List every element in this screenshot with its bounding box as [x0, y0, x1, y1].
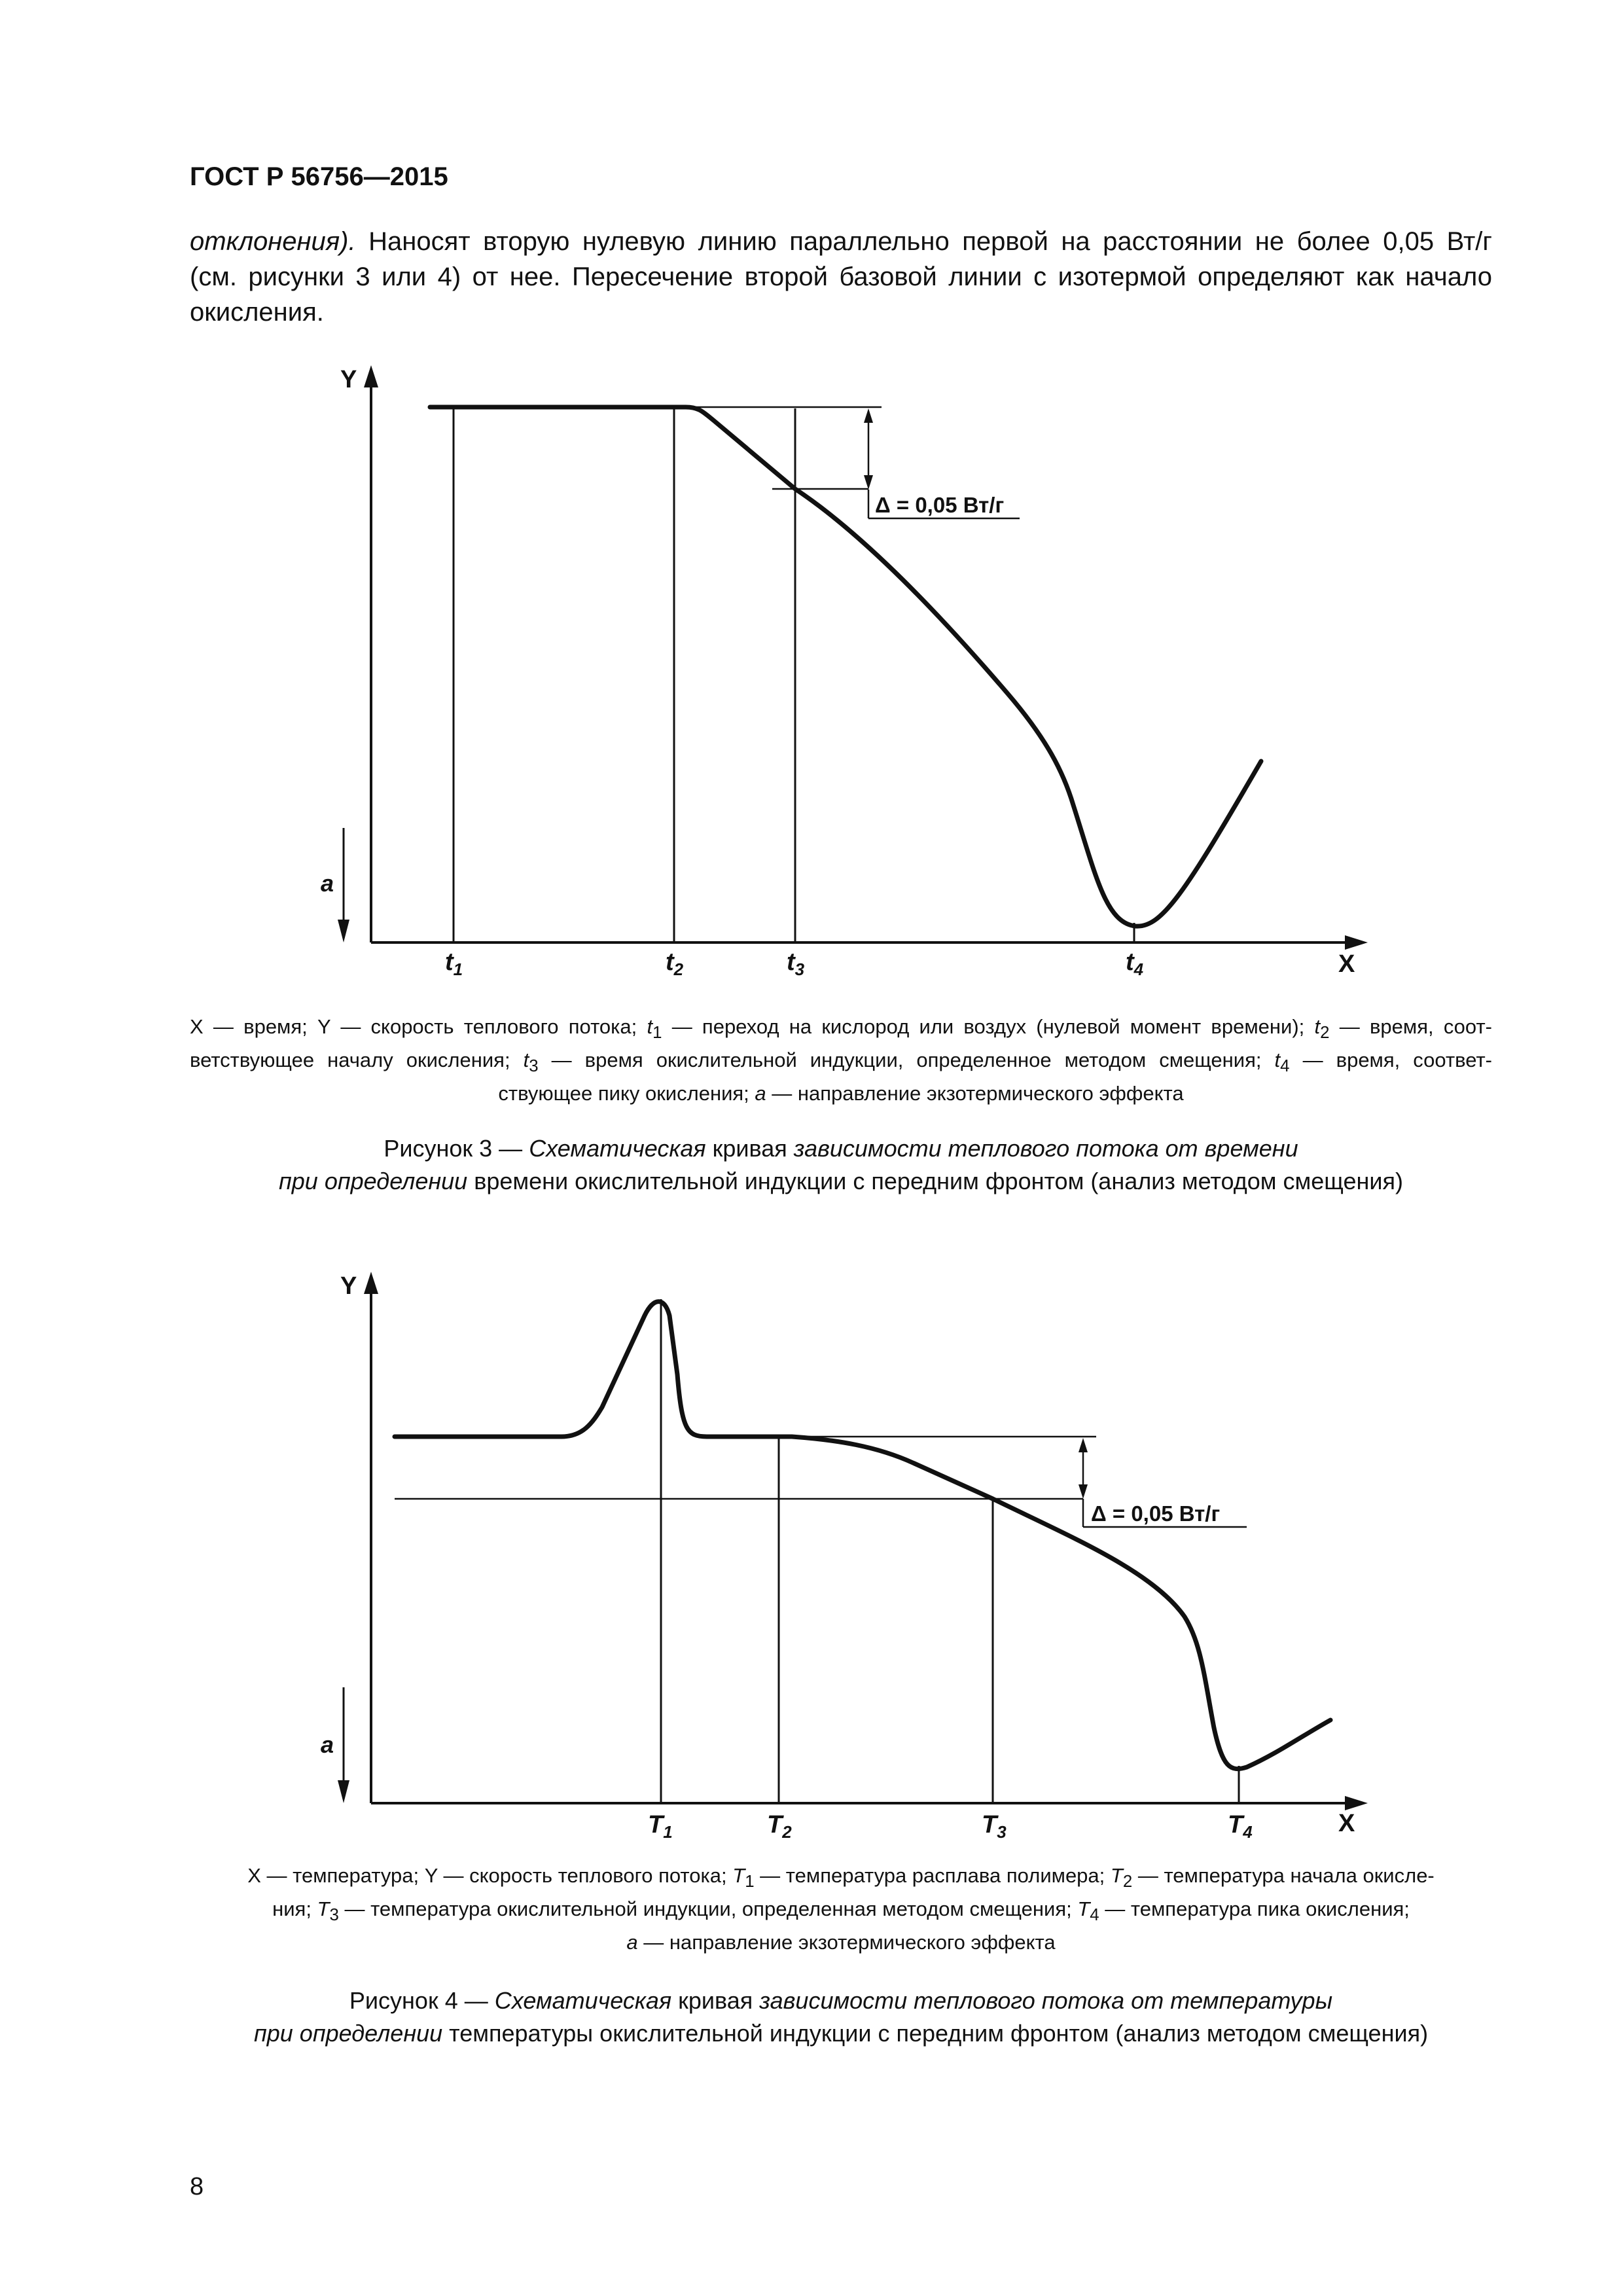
fig4-caption-line-2: при определении температуры окислительно… [253, 2020, 1429, 2047]
page-number: 8 [190, 2173, 204, 2200]
fig3-direction-label: a [321, 870, 334, 897]
body-paragraph: отклонения). Наносят вторую нулевую лини… [190, 224, 1492, 330]
fig4-caption-line-1: Рисунок 4 — Схематическая кривая зависим… [349, 1987, 1333, 2014]
paragraph-text: Наносят вторую нулевую линию параллельно… [355, 227, 1492, 256]
fig4-tick-T1: T1 [648, 1811, 673, 1842]
fig4-tick-T3: T3 [982, 1811, 1007, 1842]
fig3-delta-label: Δ = 0,05 Вт/г [875, 493, 1004, 517]
fig3-x-label: X [1338, 950, 1355, 978]
fig4-tick-T2: T2 [767, 1811, 792, 1842]
document-header: ГОСТ Р 56756—2015 [190, 162, 448, 191]
fig4-direction-label: a [321, 1731, 334, 1758]
fig4-legend-line-3: а — направление экзотермического эффекта [626, 1931, 1056, 1954]
paragraph-line-1: отклонения). Наносят вторую нулевую лини… [190, 224, 1492, 259]
fig3-y-label: Y [340, 366, 357, 393]
fig3-heat-flow-curve [427, 404, 1264, 929]
fig3-legend-line-3: ствующее пику окисления; а — направление… [498, 1082, 1184, 1105]
fig4-delta-label: Δ = 0,05 Вт/г [1091, 1501, 1220, 1526]
figure-4-diagram: Y X a Δ = 0,05 Вт/г T1 T2 T3 T4 [321, 1272, 1368, 1842]
figure-3-caption: Рисунок 3 — Схематическая кривая зависим… [190, 1132, 1492, 1198]
fig3-tick-t1: t1 [445, 948, 463, 979]
fig3-caption-line-2: при определении времени окислительной ин… [278, 1168, 1404, 1194]
fig3-tick-t3: t3 [787, 948, 805, 979]
paragraph-italic: отклонения). [190, 227, 356, 256]
fig4-legend-line-2: ния; T3 — температура окислительной инду… [272, 1897, 1410, 1925]
fig3-legend-line-1: X — время; Y — скорость теплового потока… [190, 1015, 1492, 1043]
figure-3-legend: X — время; Y — скорость теплового потока… [190, 1013, 1492, 1107]
fig4-legend-line-1: X — температура; Y — скорость теплового … [247, 1864, 1435, 1892]
fig3-caption-line-1: Рисунок 3 — Схематическая кривая зависим… [383, 1135, 1298, 1162]
paragraph-line-2: (см. рисунки 3 или 4) от нее. Пересечени… [190, 262, 1492, 291]
fig3-tick-t4: t4 [1126, 948, 1144, 979]
fig4-x-label: X [1338, 1810, 1355, 1837]
paragraph-line-3: окисления. [190, 298, 324, 327]
fig4-y-label: Y [340, 1272, 357, 1300]
figure-4-legend: X — температура; Y — скорость теплового … [190, 1862, 1492, 1956]
figure-4-caption: Рисунок 4 — Схематическая кривая зависим… [190, 1984, 1492, 2050]
fig4-heat-flow-curve [392, 1299, 1333, 1772]
figure-3-diagram: Y X a Δ = 0,05 Вт/г t1 t2 t3 t4 [321, 365, 1368, 979]
fig3-legend-line-2: ветствующее началу окисления; t3 — время… [190, 1049, 1493, 1076]
fig4-tick-T4: T4 [1228, 1811, 1253, 1842]
fig3-tick-t2: t2 [666, 948, 684, 979]
